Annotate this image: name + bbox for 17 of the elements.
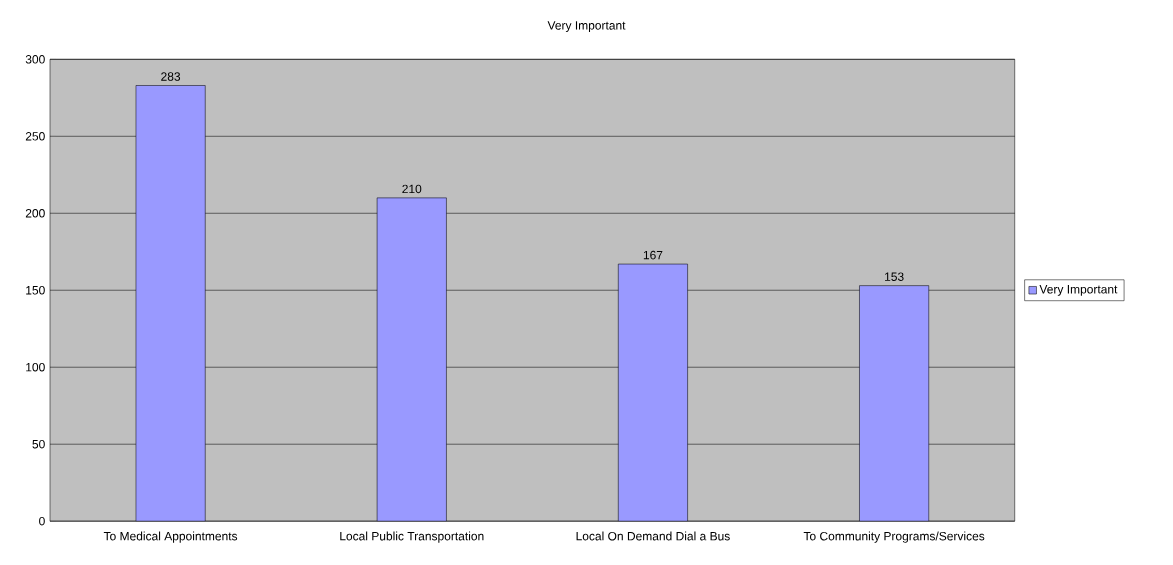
x-tick-label: Local Public Transportation xyxy=(340,531,484,543)
y-tick-label: 200 xyxy=(25,208,45,218)
y-tick-label: 300 xyxy=(25,54,45,64)
x-tick-label: Local On Demand Dial a Bus xyxy=(576,531,730,541)
data-label: 167 xyxy=(643,250,663,260)
x-tick-label: To Medical Appointments xyxy=(103,531,238,543)
x-tick-label: To Community Programs/Services xyxy=(803,531,985,543)
legend-label: Very Important xyxy=(1039,285,1118,296)
y-tick-label: 250 xyxy=(25,131,45,141)
y-tick-label: 0 xyxy=(39,516,45,526)
data-label: 210 xyxy=(402,184,422,194)
y-tick-label: 50 xyxy=(32,439,45,449)
data-label: 153 xyxy=(885,272,904,281)
y-tick-label: 100 xyxy=(26,362,45,372)
chart-title: Very Important xyxy=(547,21,626,32)
y-tick-label: 150 xyxy=(26,285,45,295)
data-label: 283 xyxy=(161,72,181,81)
